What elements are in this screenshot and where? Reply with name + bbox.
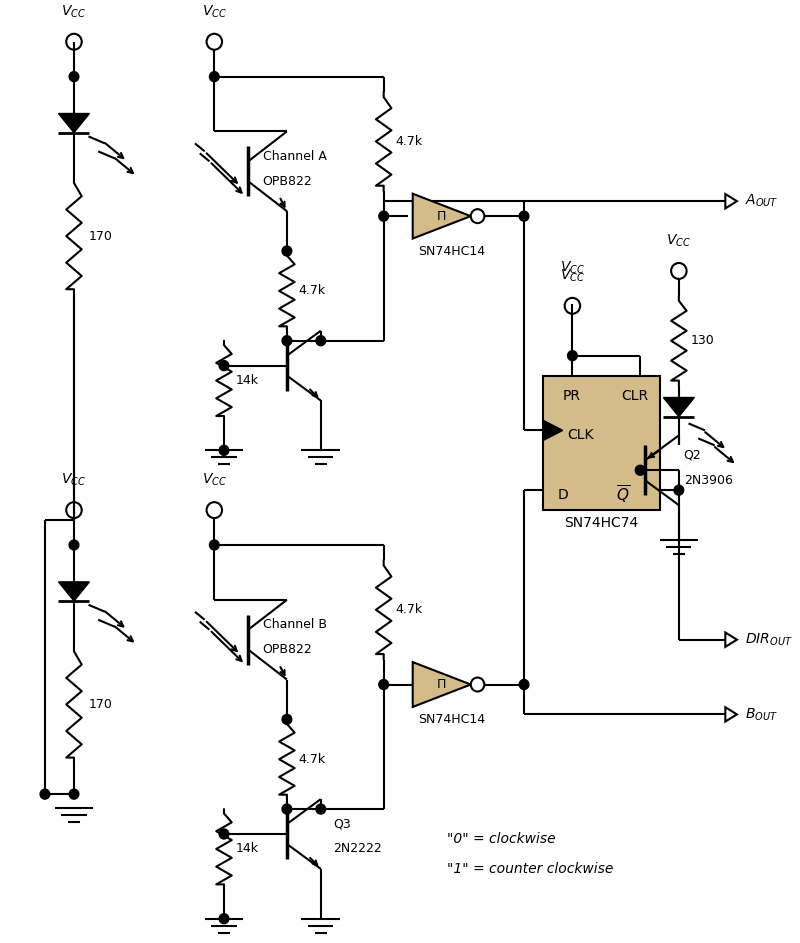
Text: $V_{CC}$: $V_{CC}$ (560, 268, 585, 284)
Circle shape (282, 804, 292, 814)
Text: SN74HC14: SN74HC14 (418, 244, 485, 257)
Text: D: D (558, 488, 569, 503)
Polygon shape (413, 193, 470, 239)
Circle shape (69, 540, 79, 550)
Circle shape (379, 680, 389, 689)
Text: Channel B: Channel B (262, 619, 326, 631)
Polygon shape (726, 707, 737, 721)
Circle shape (219, 829, 229, 839)
Circle shape (219, 914, 229, 924)
Text: Π: Π (437, 209, 446, 223)
Text: $V_{CC}$: $V_{CC}$ (202, 472, 227, 488)
Circle shape (282, 336, 292, 346)
Text: 2N2222: 2N2222 (334, 842, 382, 855)
Text: 170: 170 (89, 229, 112, 242)
Polygon shape (726, 633, 737, 647)
Text: CLK: CLK (567, 428, 594, 442)
Text: 130: 130 (690, 334, 714, 347)
Circle shape (567, 351, 578, 360)
Circle shape (219, 360, 229, 371)
Text: $V_{CC}$: $V_{CC}$ (560, 259, 585, 276)
Circle shape (674, 486, 684, 495)
Text: OPB822: OPB822 (262, 174, 313, 188)
Text: $V_{CC}$: $V_{CC}$ (62, 472, 86, 488)
Circle shape (316, 804, 326, 814)
Circle shape (69, 789, 79, 799)
Text: Q2: Q2 (684, 449, 702, 462)
Polygon shape (543, 421, 562, 440)
Bar (543, 375, 659, 510)
Text: 4.7k: 4.7k (395, 135, 422, 148)
Circle shape (219, 445, 229, 455)
Text: Q3: Q3 (334, 818, 351, 831)
Circle shape (635, 465, 645, 475)
Text: 170: 170 (89, 698, 112, 711)
Circle shape (519, 680, 529, 689)
Circle shape (379, 211, 389, 221)
Text: $DIR_{OUT}$: $DIR_{OUT}$ (745, 632, 793, 648)
Circle shape (282, 246, 292, 256)
Text: 2N3906: 2N3906 (684, 473, 733, 487)
Text: Channel A: Channel A (262, 150, 326, 163)
Text: 14k: 14k (236, 374, 258, 387)
Text: "0" = clockwise: "0" = clockwise (446, 832, 555, 846)
Text: SN74HC14: SN74HC14 (418, 713, 485, 726)
Text: Π: Π (437, 678, 446, 691)
Text: CLR: CLR (621, 389, 648, 403)
Text: $B_{OUT}$: $B_{OUT}$ (745, 706, 778, 722)
Polygon shape (58, 582, 90, 601)
Circle shape (40, 789, 50, 799)
Circle shape (210, 540, 219, 550)
Text: 14k: 14k (236, 842, 258, 855)
Text: 4.7k: 4.7k (395, 604, 422, 617)
Text: $A_{OUT}$: $A_{OUT}$ (745, 193, 778, 209)
Polygon shape (413, 662, 470, 707)
Text: $V_{CC}$: $V_{CC}$ (202, 4, 227, 20)
Polygon shape (726, 194, 737, 208)
Polygon shape (58, 113, 90, 133)
Circle shape (69, 72, 79, 82)
Circle shape (316, 336, 326, 346)
Text: PR: PR (562, 389, 581, 403)
Circle shape (282, 715, 292, 724)
Circle shape (210, 72, 219, 82)
Text: $V_{CC}$: $V_{CC}$ (62, 4, 86, 20)
Polygon shape (663, 398, 694, 417)
Text: SN74HC74: SN74HC74 (564, 516, 638, 530)
Text: OPB822: OPB822 (262, 643, 313, 656)
Text: $\overline{Q}$: $\overline{Q}$ (616, 484, 630, 506)
Circle shape (519, 211, 529, 221)
Text: 4.7k: 4.7k (298, 285, 326, 297)
Text: 4.7k: 4.7k (298, 753, 326, 766)
Text: $V_{CC}$: $V_{CC}$ (666, 233, 691, 249)
Text: "1" = counter clockwise: "1" = counter clockwise (446, 862, 613, 876)
